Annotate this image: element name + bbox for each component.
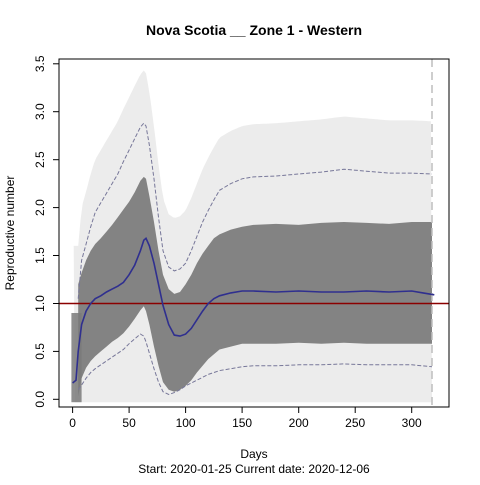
y-tick-label: 1.5 [33,247,47,264]
x-tick-label: 300 [402,416,422,430]
x-tick-label: 250 [345,416,365,430]
sample-band [78,176,432,397]
y-tick-label: 2.0 [33,199,47,216]
early-sample-band [71,313,82,403]
y-tick-label: 3.0 [33,103,47,120]
lower-interval-line [77,333,433,396]
start-current-date-label: Start: 2020-01-25 Current date: 2020-12-… [138,462,370,476]
x-tick-label: 200 [289,416,309,430]
x-tick-label: 100 [176,416,196,430]
y-tick-label: 0.0 [33,391,47,408]
x-tick-label: 0 [69,416,76,430]
x-tick-label: 150 [232,416,252,430]
plot-frame [58,58,450,408]
y-tick-label: 3.5 [33,55,47,72]
y-axis-label: Reproductive number [3,176,17,291]
axes: 0 50 100 150 200 250 300 0.0 0.5 1.0 1.5 2.0 2.5 3.0 3… [33,55,422,430]
x-axis-label: Days [240,447,267,461]
upper-interval-line [77,122,433,299]
y-tick-label: 1.0 [33,295,47,312]
plot-area [59,59,449,407]
y-tick-label: 0.5 [33,343,47,360]
mean-r-line [72,236,435,384]
x-tick-label: 50 [122,416,136,430]
chart-title: Nova Scotia __ Zone 1 - Western [146,22,362,38]
y-tick-label: 2.5 [33,151,47,168]
